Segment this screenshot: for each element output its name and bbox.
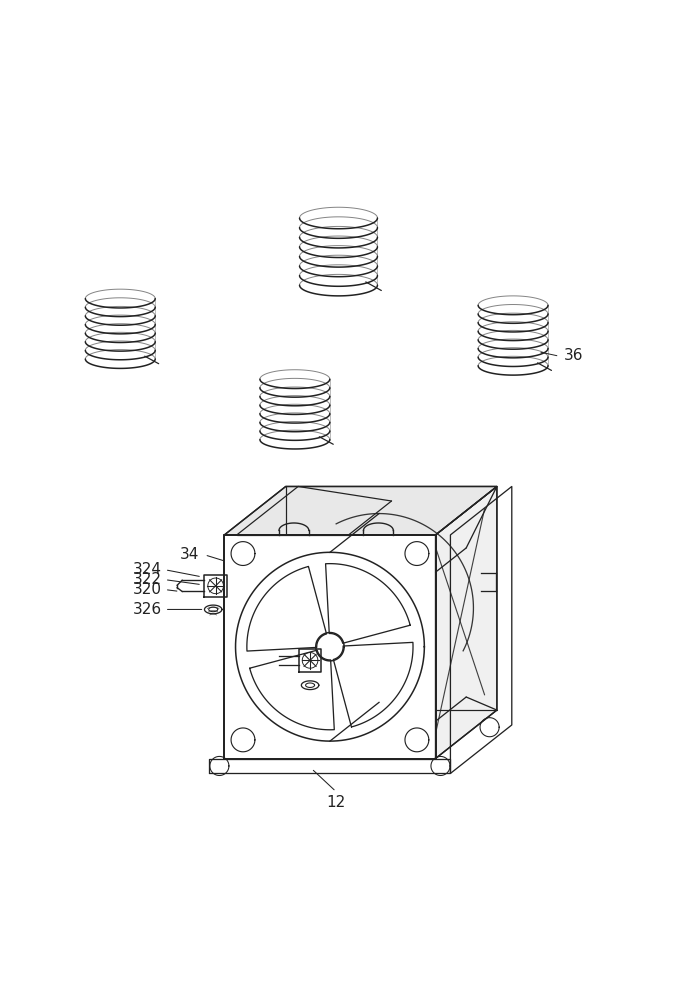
Text: 34: 34 — [180, 547, 200, 562]
Text: 324: 324 — [133, 562, 162, 577]
Polygon shape — [435, 486, 497, 759]
Text: 12: 12 — [326, 795, 346, 810]
Text: 322: 322 — [133, 572, 162, 587]
Text: 36: 36 — [563, 348, 583, 363]
Polygon shape — [224, 486, 497, 535]
Text: 320: 320 — [133, 582, 162, 597]
Text: 326: 326 — [133, 602, 162, 617]
Polygon shape — [224, 535, 435, 759]
